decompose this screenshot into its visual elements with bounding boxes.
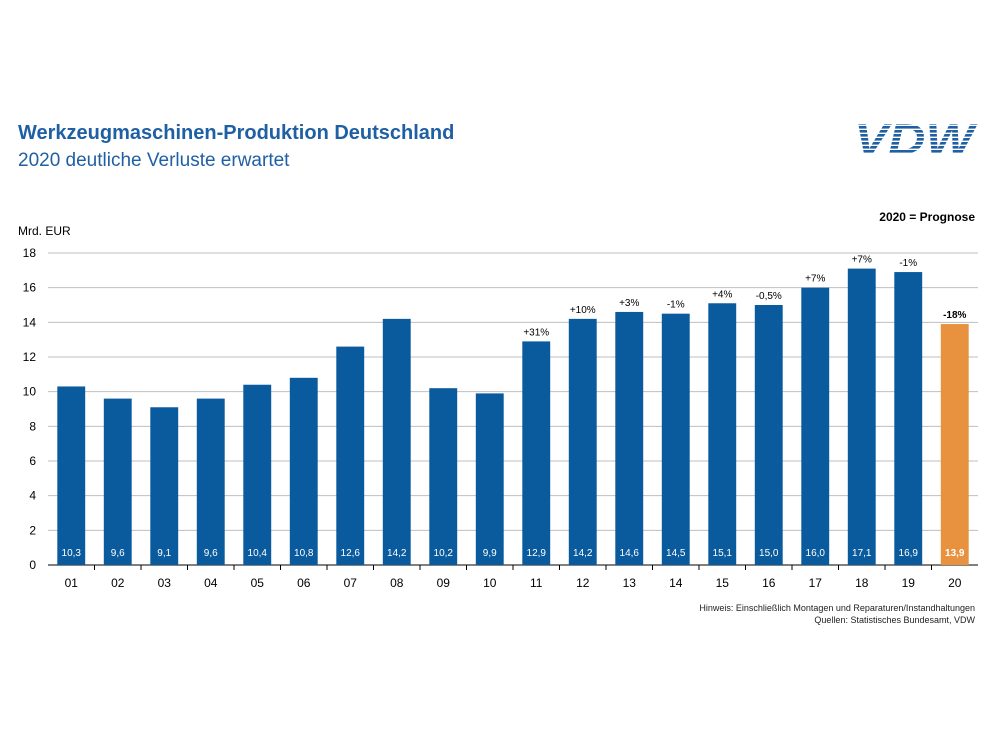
bar bbox=[196, 398, 225, 565]
bar-value-label: 16,9 bbox=[899, 548, 919, 559]
grid-lines bbox=[48, 252, 978, 566]
bar-change-label: +4% bbox=[712, 289, 732, 300]
bar-value-label: 9,9 bbox=[483, 548, 497, 559]
x-tick-label: 18 bbox=[855, 576, 869, 590]
bar-value-label: 14,6 bbox=[620, 548, 640, 559]
bar-change-label: -1% bbox=[899, 258, 917, 269]
x-tick-label: 10 bbox=[483, 576, 497, 590]
x-tick-label: 01 bbox=[65, 576, 79, 590]
bar-change-label: +7% bbox=[805, 274, 825, 285]
y-tick-label: 0 bbox=[29, 558, 36, 572]
bar bbox=[150, 407, 179, 565]
bar-value-label: 12,9 bbox=[527, 548, 547, 559]
bar bbox=[522, 341, 551, 565]
y-tick-label: 14 bbox=[23, 315, 37, 329]
x-tick-label: 04 bbox=[204, 576, 218, 590]
bar bbox=[708, 303, 737, 565]
y-tick-label: 8 bbox=[29, 419, 36, 433]
bar bbox=[289, 377, 318, 565]
bar-value-label: 14,2 bbox=[387, 548, 407, 559]
y-tick-label: 4 bbox=[29, 489, 36, 503]
y-axis-ticks: 0 2 4 6 8 10 12 14 16 18 bbox=[23, 246, 37, 572]
bar bbox=[754, 305, 783, 565]
x-tick-label: 17 bbox=[809, 576, 823, 590]
bar-value-label: 12,6 bbox=[341, 548, 361, 559]
y-tick-label: 12 bbox=[23, 350, 37, 364]
bar-value-label: 10,4 bbox=[248, 548, 268, 559]
bar-change-label: -18% bbox=[943, 310, 966, 321]
x-tick-label: 09 bbox=[437, 576, 451, 590]
bar bbox=[940, 324, 969, 565]
bar-value-label: 9,1 bbox=[157, 548, 171, 559]
x-tick-label: 20 bbox=[948, 576, 962, 590]
bar bbox=[801, 287, 830, 565]
bar-value-label: 14,2 bbox=[573, 548, 593, 559]
bars bbox=[57, 268, 969, 565]
bar bbox=[475, 393, 504, 565]
x-axis-ticks: 01 02 03 04 05 06 07 08 09 10 11 12 13 14 15 16 17 18 19 20 bbox=[65, 565, 962, 590]
bar bbox=[568, 318, 597, 565]
bar-value-label: 13,9 bbox=[945, 548, 965, 559]
y-tick-label: 10 bbox=[23, 385, 37, 399]
bar bbox=[615, 311, 644, 565]
x-tick-label: 19 bbox=[902, 576, 916, 590]
svg-text:VDW: VDW bbox=[854, 118, 978, 160]
x-tick-label: 02 bbox=[111, 576, 125, 590]
bar bbox=[57, 386, 86, 565]
footnote-quellen: Quellen: Statistisches Bundesamt, VDW bbox=[814, 615, 975, 625]
bar-change-label: +7% bbox=[852, 255, 872, 266]
bar-change-label: -1% bbox=[667, 300, 685, 311]
bar-value-label: 9,6 bbox=[111, 548, 125, 559]
bar-change-label: +10% bbox=[570, 305, 596, 316]
y-tick-label: 2 bbox=[29, 523, 36, 537]
x-tick-label: 13 bbox=[623, 576, 637, 590]
bar-change-label: -0,5% bbox=[756, 291, 782, 302]
chart-subtitle: 2020 deutliche Verluste erwartet bbox=[18, 150, 290, 171]
bar-value-label: 16,0 bbox=[806, 548, 826, 559]
chart-title: Werkzeugmaschinen-Produktion Deutschland bbox=[18, 122, 455, 144]
x-tick-label: 03 bbox=[158, 576, 172, 590]
bar-value-label: 15,1 bbox=[713, 548, 733, 559]
x-tick-label: 16 bbox=[762, 576, 776, 590]
bar-value-label: 10,3 bbox=[62, 548, 82, 559]
vdw-logo: VDW bbox=[854, 118, 978, 160]
x-tick-label: 11 bbox=[530, 576, 543, 590]
y-tick-label: 18 bbox=[23, 246, 37, 260]
x-tick-label: 07 bbox=[344, 576, 358, 590]
footnote-hinweis: Hinweis: Einschließlich Montagen und Rep… bbox=[699, 603, 975, 613]
bar bbox=[243, 384, 272, 565]
x-tick-label: 12 bbox=[576, 576, 590, 590]
x-tick-label: 08 bbox=[390, 576, 404, 590]
x-tick-label: 15 bbox=[716, 576, 730, 590]
bar bbox=[894, 272, 923, 565]
bar bbox=[661, 313, 690, 565]
bar bbox=[382, 318, 411, 565]
bar bbox=[103, 398, 132, 565]
bar-value-label: 10,8 bbox=[294, 548, 314, 559]
x-tick-label: 06 bbox=[297, 576, 311, 590]
bar-change-label: +31% bbox=[523, 327, 549, 338]
x-tick-label: 14 bbox=[669, 576, 683, 590]
y-axis-unit-label: Mrd. EUR bbox=[18, 224, 71, 238]
bar-value-label: 17,1 bbox=[852, 548, 872, 559]
bar-value-label: 14,5 bbox=[666, 548, 686, 559]
bar bbox=[847, 268, 876, 565]
bar-value-label: 10,2 bbox=[434, 548, 454, 559]
bar bbox=[429, 388, 458, 565]
x-tick-label: 05 bbox=[251, 576, 265, 590]
prognose-note: 2020 = Prognose bbox=[879, 210, 975, 224]
y-tick-label: 6 bbox=[29, 454, 36, 468]
bar-change-label: +3% bbox=[619, 298, 639, 309]
bar-value-label: 15,0 bbox=[759, 548, 779, 559]
y-tick-label: 16 bbox=[23, 281, 37, 295]
bar-labels: 10,3 9,6 9,1 9,6 10,4 10,8 12,6 14,2 10,2 9,9 12,9… bbox=[62, 255, 967, 559]
bar-value-label: 9,6 bbox=[204, 548, 218, 559]
bar bbox=[336, 346, 365, 565]
